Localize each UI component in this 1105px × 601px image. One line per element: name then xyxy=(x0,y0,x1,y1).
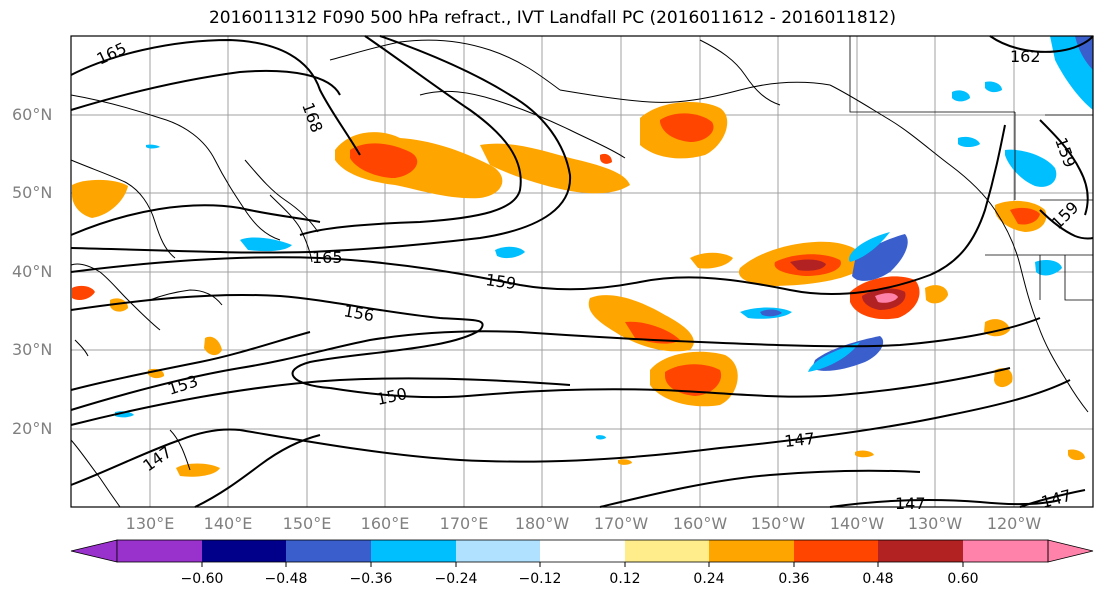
contour-label: 162 xyxy=(1010,47,1041,66)
lat-label: 40°N xyxy=(12,262,53,281)
graticule xyxy=(71,36,1093,507)
colorbar-box xyxy=(117,540,202,562)
colorbar-box xyxy=(371,540,456,562)
colorbar-tick-label: −0.60 xyxy=(180,571,224,587)
lon-label: 140°W xyxy=(829,514,885,533)
colorbar-box xyxy=(625,540,709,562)
positive-anomaly-shading xyxy=(72,102,1085,477)
lat-label: 50°N xyxy=(12,183,53,202)
lon-label: 130°W xyxy=(907,514,963,533)
lon-label: 180°W xyxy=(514,514,570,533)
colorbar-box xyxy=(963,540,1048,562)
lon-label: 170°W xyxy=(593,514,649,533)
colorbar-tick-label: 0.60 xyxy=(947,571,979,587)
colorbar-extend-max xyxy=(1047,539,1094,563)
map-title: 2016011312 F090 500 hPa refract., IVT La… xyxy=(208,8,896,28)
colorbar-tick-label: −0.48 xyxy=(264,571,308,587)
colorbar-tick-label: 0.24 xyxy=(693,571,725,587)
colorbar-outline xyxy=(116,539,1049,563)
contour-label: 159 xyxy=(484,270,517,293)
lon-label: 150°E xyxy=(282,514,332,533)
contour-label: 147 xyxy=(895,494,926,513)
colorbar-box xyxy=(456,540,540,562)
colorbar-extend-min xyxy=(70,539,118,563)
map-frame xyxy=(70,35,1094,508)
lon-label: 150°W xyxy=(750,514,806,533)
lon-label: 160°E xyxy=(360,514,410,533)
contour-label: 147 xyxy=(783,429,815,451)
lon-label: 120°W xyxy=(986,514,1042,533)
coastlines xyxy=(70,36,1093,508)
colorbar-tick-label: −0.36 xyxy=(349,571,393,587)
lon-label: 170°E xyxy=(439,514,489,533)
refractivity-contours xyxy=(70,35,1094,508)
colorbar-tick-label: 0.36 xyxy=(778,571,810,587)
lat-label: 30°N xyxy=(12,340,53,359)
colorbar-box xyxy=(540,540,625,562)
colorbar xyxy=(70,539,1094,567)
lat-label: 20°N xyxy=(12,419,53,438)
colorbar-tick-label: 0.12 xyxy=(609,571,641,587)
colorbar-box xyxy=(202,540,286,562)
lon-label: 140°E xyxy=(203,514,253,533)
colorbar-tick-label: −0.24 xyxy=(434,571,478,587)
colorbar-box xyxy=(878,540,963,562)
colorbar-box xyxy=(794,540,878,562)
colorbar-box xyxy=(709,540,794,562)
colorbar-box xyxy=(286,540,371,562)
lat-label: 60°N xyxy=(12,105,53,124)
lon-label: 130°E xyxy=(125,514,175,533)
contour-label: 165 xyxy=(312,248,343,267)
colorbar-tick-label: −0.12 xyxy=(518,571,562,587)
lon-label: 160°W xyxy=(672,514,728,533)
colorbar-tick-label: 0.48 xyxy=(862,571,894,587)
